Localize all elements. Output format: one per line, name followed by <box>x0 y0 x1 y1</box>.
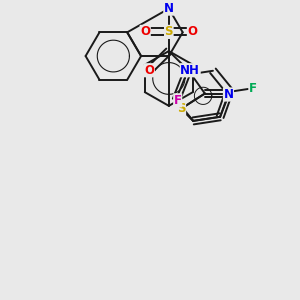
Text: F: F <box>249 82 257 95</box>
Text: O: O <box>140 26 150 38</box>
Text: S: S <box>177 102 186 115</box>
Text: O: O <box>188 26 197 38</box>
Text: S: S <box>165 26 173 38</box>
Text: N: N <box>164 2 174 15</box>
Text: N: N <box>224 88 233 101</box>
Text: O: O <box>144 64 154 77</box>
Text: NH: NH <box>180 64 200 77</box>
Text: F: F <box>174 94 182 107</box>
